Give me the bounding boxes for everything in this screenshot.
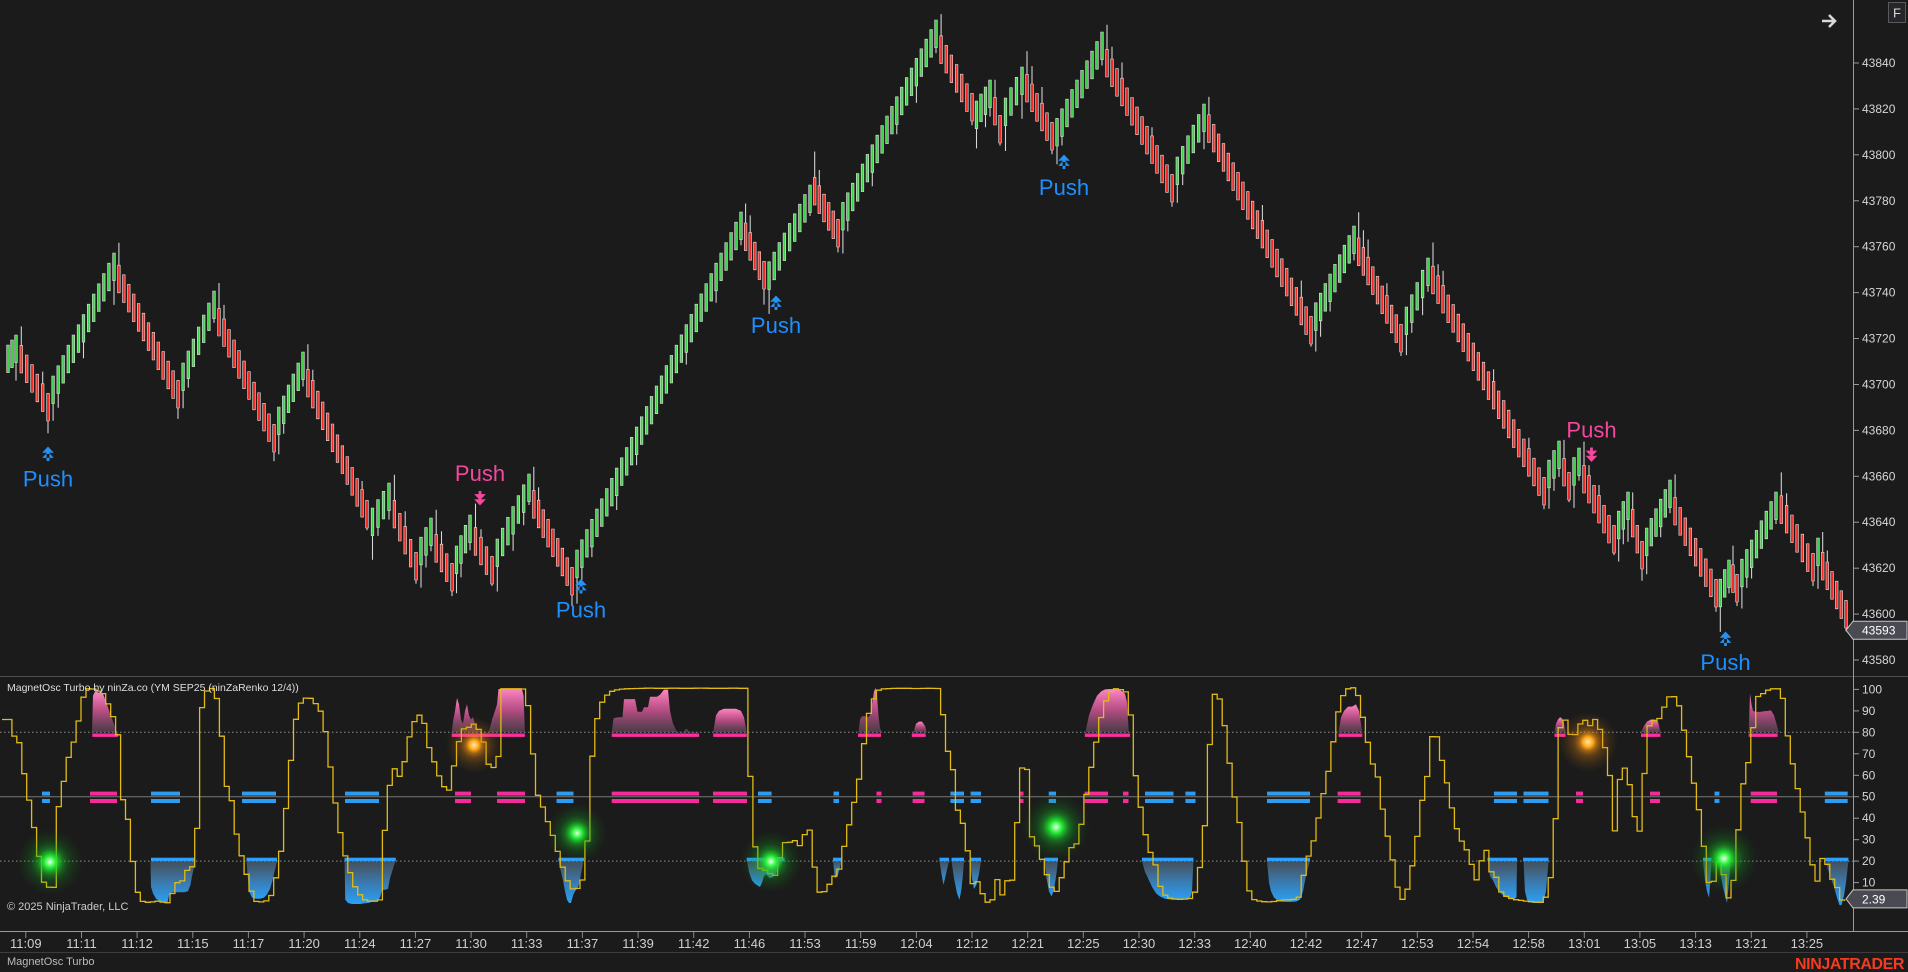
- svg-text:70: 70: [1862, 747, 1876, 761]
- svg-text:13:13: 13:13: [1679, 936, 1712, 951]
- svg-text:43580: 43580: [1862, 653, 1896, 667]
- svg-text:12:47: 12:47: [1345, 936, 1378, 951]
- svg-text:12:40: 12:40: [1234, 936, 1267, 951]
- svg-text:11:30: 11:30: [455, 936, 487, 951]
- svg-text:Push: Push: [751, 313, 801, 338]
- svg-text:11:20: 11:20: [288, 936, 320, 951]
- svg-text:12:54: 12:54: [1457, 936, 1490, 951]
- svg-text:43800: 43800: [1862, 148, 1896, 162]
- svg-text:11:42: 11:42: [678, 936, 710, 951]
- svg-text:90: 90: [1862, 704, 1876, 718]
- svg-text:11:59: 11:59: [845, 936, 877, 951]
- svg-text:12:33: 12:33: [1178, 936, 1211, 951]
- svg-text:43660: 43660: [1862, 469, 1896, 483]
- svg-text:80: 80: [1862, 725, 1876, 739]
- svg-text:Push: Push: [23, 467, 73, 492]
- svg-text:43820: 43820: [1862, 102, 1896, 116]
- svg-text:43720: 43720: [1862, 332, 1896, 346]
- svg-text:Push: Push: [1039, 175, 1089, 200]
- svg-text:30: 30: [1862, 833, 1876, 847]
- svg-text:11:53: 11:53: [789, 936, 821, 951]
- svg-text:Push: Push: [556, 598, 606, 623]
- svg-text:12:58: 12:58: [1512, 936, 1545, 951]
- svg-text:MagnetOsc Turbo by ninZa.co (Y: MagnetOsc Turbo by ninZa.co (YM SEP25 (n…: [7, 682, 299, 694]
- svg-text:11:46: 11:46: [734, 936, 766, 951]
- svg-text:12:25: 12:25: [1067, 936, 1100, 951]
- svg-text:43620: 43620: [1862, 561, 1896, 575]
- svg-text:50: 50: [1862, 790, 1876, 804]
- svg-text:10: 10: [1862, 876, 1876, 890]
- svg-text:11:09: 11:09: [10, 936, 42, 951]
- svg-text:43593: 43593: [1862, 624, 1896, 638]
- svg-text:13:01: 13:01: [1568, 936, 1601, 951]
- svg-text:43840: 43840: [1862, 56, 1896, 70]
- svg-text:13:25: 13:25: [1791, 936, 1824, 951]
- svg-text:NINJATRADER: NINJATRADER: [1795, 956, 1905, 972]
- svg-text:20: 20: [1862, 854, 1876, 868]
- svg-text:12:53: 12:53: [1401, 936, 1434, 951]
- svg-text:Push: Push: [455, 461, 505, 486]
- svg-text:13:05: 13:05: [1624, 936, 1657, 951]
- svg-text:11:24: 11:24: [344, 936, 376, 951]
- svg-text:43680: 43680: [1862, 423, 1896, 437]
- svg-text:43780: 43780: [1862, 194, 1896, 208]
- svg-text:Push: Push: [1566, 418, 1616, 443]
- svg-text:MagnetOsc Turbo: MagnetOsc Turbo: [7, 956, 94, 968]
- svg-text:40: 40: [1862, 811, 1876, 825]
- svg-text:43740: 43740: [1862, 286, 1896, 300]
- svg-text:Push: Push: [1700, 650, 1750, 675]
- svg-text:11:33: 11:33: [511, 936, 543, 951]
- svg-text:11:17: 11:17: [233, 936, 265, 951]
- svg-text:12:30: 12:30: [1123, 936, 1156, 951]
- svg-text:43640: 43640: [1862, 515, 1896, 529]
- svg-text:60: 60: [1862, 768, 1876, 782]
- svg-text:11:39: 11:39: [622, 936, 654, 951]
- svg-text:43600: 43600: [1862, 607, 1896, 621]
- svg-text:12:21: 12:21: [1011, 936, 1044, 951]
- svg-text:11:11: 11:11: [66, 936, 97, 951]
- svg-text:© 2025 NinjaTrader, LLC: © 2025 NinjaTrader, LLC: [7, 901, 128, 913]
- svg-text:11:37: 11:37: [567, 936, 599, 951]
- svg-text:11:27: 11:27: [400, 936, 432, 951]
- svg-text:11:15: 11:15: [177, 936, 209, 951]
- svg-text:100: 100: [1862, 682, 1882, 696]
- svg-text:43760: 43760: [1862, 240, 1896, 254]
- svg-text:43700: 43700: [1862, 378, 1896, 392]
- svg-text:2.39: 2.39: [1862, 892, 1886, 906]
- svg-text:13:21: 13:21: [1735, 936, 1768, 951]
- svg-text:12:42: 12:42: [1290, 936, 1323, 951]
- svg-text:12:04: 12:04: [900, 936, 933, 951]
- svg-text:F: F: [1893, 6, 1901, 21]
- svg-text:11:12: 11:12: [121, 936, 153, 951]
- svg-text:12:12: 12:12: [956, 936, 989, 951]
